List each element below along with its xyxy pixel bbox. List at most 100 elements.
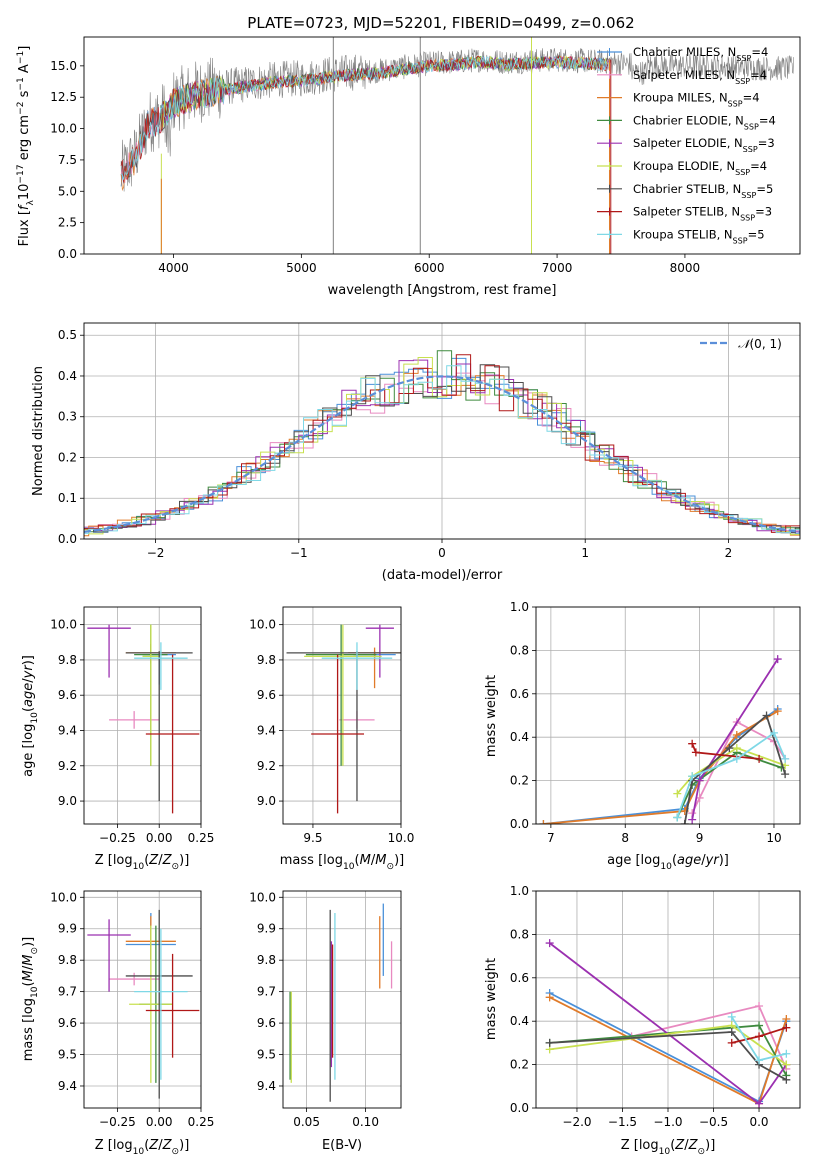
weight-vs-age-marker (762, 711, 771, 720)
weight-vs-age-marker (781, 754, 790, 763)
mass-vs-ebv-ytick-label: 9.8 (257, 953, 276, 967)
model-spectrum-line (160, 55, 609, 130)
spectrum-ytick-label: 12.5 (50, 90, 77, 104)
mass-vs-ebv-ytick-label: 9.9 (257, 922, 276, 936)
spectrum-ytick-label: 10.0 (50, 122, 77, 136)
residual-xlabel: (data-model)/error (382, 568, 503, 583)
weight-vs-age-marker (755, 754, 764, 763)
weight-vs-z-marker (755, 1021, 764, 1030)
residual-ytick-label: 0.2 (58, 450, 77, 464)
mass-vs-z-ytick-label: 9.5 (58, 1048, 77, 1062)
weight-vs-z-xtick-label: −1.0 (653, 1115, 682, 1129)
weight-vs-z-marker (545, 993, 554, 1002)
age-vs-mass-xtick-label: 10.0 (388, 831, 415, 845)
weight-vs-z-xlabel: Z [log10(Z/Z⊙)] (621, 1138, 716, 1157)
age-vs-mass-ytick-label: 9.2 (257, 759, 276, 773)
weight-vs-age-marker (673, 789, 682, 798)
spectrum-frame (83, 36, 801, 255)
age-vs-z-ytick-label: 9.0 (58, 794, 77, 808)
weight-vs-z-marker (545, 939, 554, 948)
age-vs-z-xtick-label: 0.25 (188, 831, 215, 845)
age-vs-z-plot-area (87, 624, 200, 814)
residual-ytick-label: 0.3 (58, 410, 77, 424)
weight-vs-z-marker (755, 1099, 764, 1108)
weight-vs-z-marker (755, 1032, 764, 1041)
weight-vs-age-xlabel: age [log10(age/yr)] (607, 853, 729, 872)
age-vs-z-xtick-label: 0.00 (146, 831, 173, 845)
spectrum-xtick-label: 7000 (542, 261, 573, 275)
histogram-step (84, 364, 800, 534)
weight-vs-age-ytick-label: 0.0 (510, 817, 529, 831)
weight-vs-age-series-line (676, 747, 786, 795)
weight-vs-z-xtick-label: −1.5 (608, 1115, 637, 1129)
weight-vs-z-marker (727, 1012, 736, 1021)
legend-label-3: Chabrier ELODIE, NSSP=4 (633, 113, 776, 130)
weight-vs-z-marker (727, 1038, 736, 1047)
weight-vs-age-marker (688, 739, 697, 748)
age-vs-mass-ytick-label: 9.4 (257, 723, 276, 737)
weight-vs-age-marker (732, 731, 741, 740)
age-vs-mass-plot-area (286, 624, 401, 814)
spectrum-xlabel: wavelength [Angstrom, rest frame] (328, 283, 557, 298)
weight-vs-z-plot-area (545, 939, 791, 1108)
spectrum-xtick-label: 5000 (286, 261, 317, 275)
weight-vs-age-xtick-label: 7 (547, 831, 555, 845)
age-vs-mass-ytick-label: 10.0 (249, 618, 276, 632)
residual-xtick-label: −2 (147, 546, 165, 560)
legend-label-4: Salpeter ELODIE, NSSP=3 (633, 136, 775, 154)
age-vs-mass-xlabel: mass [log10(M/M⊙)] (280, 853, 404, 872)
age-vs-mass-ytick-label: 9.8 (257, 653, 276, 667)
mass-vs-z-ytick-label: 10.0 (50, 890, 77, 904)
weight-vs-age-ytick-label: 1.0 (510, 600, 529, 614)
residual-ylabel: Normed distribution (31, 366, 46, 496)
weight-vs-age-ytick-label: 0.8 (510, 643, 529, 657)
mass-vs-z-ylabel: mass [log10(M/M⊙)] (21, 937, 40, 1061)
weight-vs-age-frame (535, 606, 801, 825)
mass-vs-z-ytick-label: 9.4 (58, 1079, 77, 1093)
weight-vs-age-marker (769, 728, 778, 737)
age-vs-z-ytick-label: 9.4 (58, 723, 77, 737)
weight-vs-age-marker (680, 820, 689, 824)
weight-vs-age-marker (732, 744, 741, 753)
weight-vs-z-frame (535, 890, 801, 1109)
histogram-step (84, 354, 800, 537)
age-vs-z-ylabel: age [log10(age/yr)] (21, 655, 40, 777)
mass-vs-ebv-ytick-label: 9.4 (257, 1079, 276, 1093)
weight-vs-z-marker (545, 1038, 554, 1047)
weight-vs-z-ytick-label: 0.0 (510, 1101, 529, 1115)
legend-label-7: Salpeter STELIB, NSSP=3 (633, 205, 772, 223)
mass-vs-ebv-ytick-label: 10.0 (249, 890, 276, 904)
mass-vs-z-xtick-label: 0.00 (146, 1115, 173, 1129)
legend-label-2: Kroupa MILES, NSSP=4 (633, 91, 760, 109)
weight-vs-age-xtick-label: 8 (621, 831, 629, 845)
spectrum-ytick-label: 5.0 (58, 184, 77, 198)
weight-vs-age-marker (673, 813, 682, 822)
weight-vs-age-marker (781, 770, 790, 779)
spectrum-ytick-label: 15.0 (50, 59, 77, 73)
weight-vs-z-marker (782, 1015, 791, 1024)
legend-label-6: Chabrier STELIB, NSSP=5 (633, 182, 773, 200)
weight-vs-age-marker (695, 776, 704, 785)
weight-vs-z-ytick-label: 0.6 (510, 971, 529, 985)
residual-xtick-label: 2 (725, 546, 733, 560)
residual-axes: −2 −1 0 1 2 0.0 0.1 0.2 0.3 0.4 0.5 (58, 323, 800, 560)
residual-xtick-label: −1 (290, 546, 308, 560)
age-vs-mass-frame (282, 606, 402, 825)
age-vs-z-ytick-label: 9.2 (58, 759, 77, 773)
residual-frame (83, 322, 801, 540)
residual-ytick-label: 0.0 (58, 532, 77, 546)
age-vs-mass-xtick-label: 9.5 (303, 831, 322, 845)
legend-label-0: Chabrier MILES, NSSP=4 (633, 45, 768, 63)
weight-vs-age-marker (691, 748, 700, 757)
spectrum-ylabel: Flux [fλ10−17 erg cm−2 s−1 A−1] (16, 46, 36, 247)
mass-vs-z-xlabel: Z [log10(Z/Z⊙)] (95, 1138, 190, 1157)
weight-vs-age-marker (688, 772, 697, 781)
weight-vs-age-marker (773, 707, 782, 716)
weight-vs-age-ytick-label: 0.2 (510, 774, 529, 788)
age-vs-z-xtick-label: −0.25 (99, 831, 136, 845)
age-vs-z-ytick-label: 9.8 (58, 653, 77, 667)
mass-vs-ebv-axes: 0.05 0.10 9.4 9.5 9.6 9.7 9.8 9.9 10.0 (249, 890, 401, 1129)
weight-vs-age-ytick-label: 0.6 (510, 687, 529, 701)
weight-vs-z-ytick-label: 0.2 (510, 1058, 529, 1072)
